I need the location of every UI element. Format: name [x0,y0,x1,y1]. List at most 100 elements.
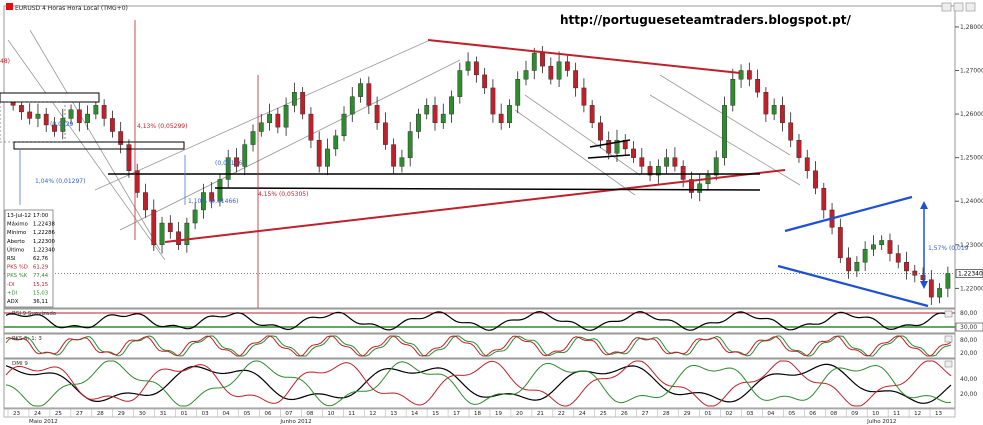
x-tick-label: 28 [97,411,104,417]
candle-body [548,65,554,80]
x-tick-label: 27 [642,411,649,417]
x-tick-label: 26 [621,411,628,417]
candle-body [606,140,612,154]
x-tick-label: 09 [851,411,858,417]
candle-body [598,122,603,141]
close-icon[interactable] [965,2,976,12]
price-tick-label: 1,24000 [960,198,983,205]
x-tick-label: 10 [327,411,334,417]
candle-body [416,113,421,132]
range-box-top [0,92,100,103]
candle-body [349,96,355,115]
candle-body [788,122,794,141]
candle-body [440,113,446,123]
flag-bottom-line [587,154,631,159]
rsi-tick-label: 80,00 [960,310,977,317]
x-tick-label: 30 [139,411,146,417]
candle-body [490,87,496,115]
channel-line [94,39,431,191]
candle-body [234,157,239,167]
month-label: Maio 2012 [29,419,58,425]
x-tick-label: 11 [348,411,355,417]
flag-top-line [589,139,631,148]
candle-body [407,131,413,158]
info-label: Máximo [7,221,28,228]
maximize-icon[interactable] [953,2,964,12]
candle-body [143,192,148,211]
x-tick-label: 04 [767,411,774,417]
minus-di-line [5,360,952,407]
candle-body [358,83,363,97]
stoch-panel-frame [3,333,956,359]
price-tick-label: 1,25000 [960,155,983,162]
candle-body [564,61,570,71]
candle-body [746,70,752,80]
candle-body [920,275,926,280]
info-value: 17:00 [33,213,49,219]
x-tick-label: 05 [788,411,795,417]
fib-label: 1,57% (0,019 [928,245,969,252]
candle-body [35,113,41,119]
candle-body [755,79,761,93]
x-tick-label: 27 [76,411,83,417]
blue-wedge-upper [784,195,913,233]
candle-body [192,209,198,224]
candle-body [556,61,562,80]
candle-body [713,157,719,176]
adx-line [5,363,952,404]
candle-body [887,240,893,254]
price-tick-label: 1,28000 [960,24,983,31]
x-tick-label: 28 [663,411,670,417]
fib-label: (0,01166) [215,160,245,167]
candle-body [928,279,934,298]
last-price-box [955,269,983,278]
plus-di-line [5,360,952,407]
stoch-tick-label: 20,00 [960,350,977,357]
month-label: Junho 2012 [279,419,311,425]
candle-body [308,113,314,141]
info-label: ADX [7,299,19,305]
info-box [4,209,54,308]
candle-body [27,111,33,119]
info-value: 1,22438 [33,222,56,228]
candle-body [631,148,636,158]
candle-body [507,105,512,123]
candle-body [200,192,206,211]
arrow-up-icon [920,201,928,209]
candle-body [449,96,454,115]
fib-label: 1,10% (0,01466) [188,198,238,205]
candle-body [209,192,215,202]
info-label: RSI [7,256,16,262]
candle-body [879,240,885,246]
candle-body [300,92,306,115]
x-tick-label: 06 [264,411,271,417]
candle-body [647,166,653,176]
candle-body [159,222,165,246]
candle-body [374,105,380,123]
candle-body [730,79,736,106]
panel-close-icon[interactable] [944,335,953,343]
stoch-d-line [5,335,952,357]
panel-close-icon[interactable] [944,360,953,368]
panel-close-icon[interactable] [944,310,953,318]
info-label: Aberto [7,239,25,245]
minimize-icon[interactable] [941,2,952,12]
candle-body [523,70,529,80]
candle-body [912,270,918,276]
candle-body [689,179,694,193]
candle-body [151,209,157,246]
info-value: 1,22300 [33,239,56,245]
candle-body [473,61,479,76]
arrow-down-icon [920,281,928,289]
candle-body [424,105,430,115]
info-label: +DI [7,290,18,296]
candle-body [68,109,74,119]
candle-body [60,118,66,132]
url-watermark: http://portugueseteamtraders.blogspot.pt… [560,13,851,27]
candle-body [457,70,463,97]
candle-body [382,122,388,145]
candle-body [118,131,124,145]
dmi-panel-label: DMI 9 [12,361,28,367]
dmi-tick-label: 40,00 [960,376,977,383]
